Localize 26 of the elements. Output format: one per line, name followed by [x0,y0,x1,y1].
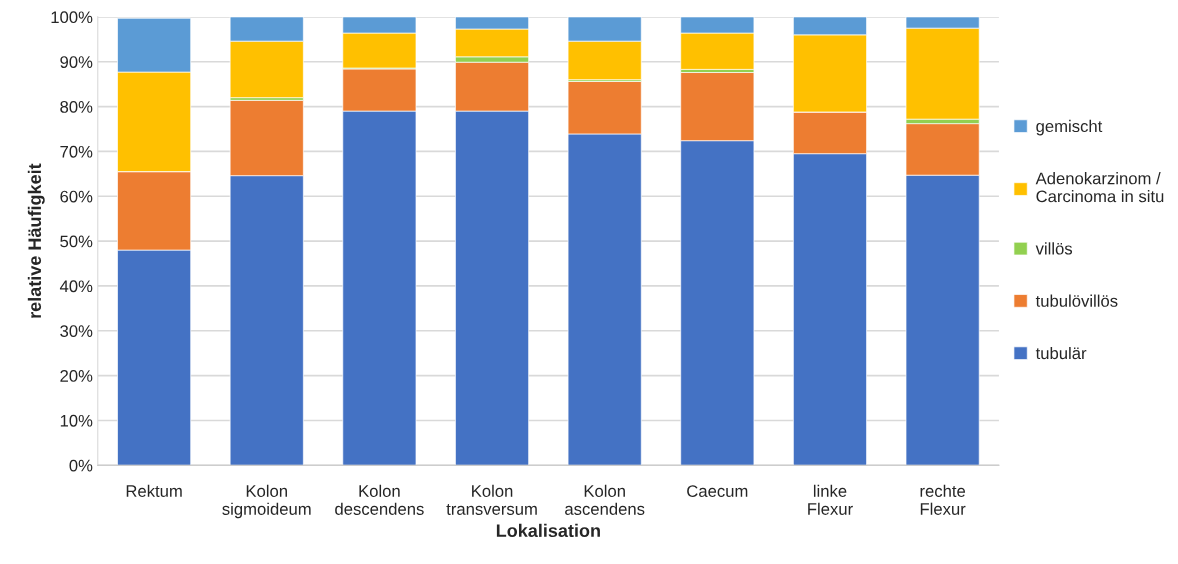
x-tick-label: Kolon sigmoideum [222,484,311,519]
x-tick-label: linke Flexur [808,484,853,515]
legend-label: gemischt [1036,119,1103,136]
y-tick-label: 80% [60,101,93,113]
legend-label: villös [1035,242,1073,255]
legend-label: tubulövillös [1035,294,1118,307]
legend-label: Adenokarzinom / Carcinoma in situ [1035,172,1164,203]
y-axis-title: relative Häufigkeit [27,163,45,318]
y-tick-label: 30% [60,325,93,337]
x-tick-label: Rektum [126,484,182,497]
y-tick-label: 20% [60,370,93,382]
y-tick-label: 40% [59,280,93,293]
x-tick-label: Caecum [687,485,748,497]
x-tick-label: Kolon ascendens [565,484,645,515]
y-tick-label: 10% [60,414,93,427]
y-tick-label: 70% [60,145,93,158]
y-tick-label: 50% [60,235,93,248]
x-tick-label: Kolon descendens [335,484,424,515]
x-axis-title: Lokalisation [496,523,600,538]
x-tick-label: Kolon transversum [446,484,537,515]
y-tick-label: 60% [60,190,93,203]
x-tick-label: rechte Flexur [920,484,966,515]
y-tick-label: 100% [51,11,93,24]
y-tick-label: 90% [60,56,93,68]
y-tick-label: 0% [69,459,93,472]
legend-label: tubulär [1035,346,1087,360]
